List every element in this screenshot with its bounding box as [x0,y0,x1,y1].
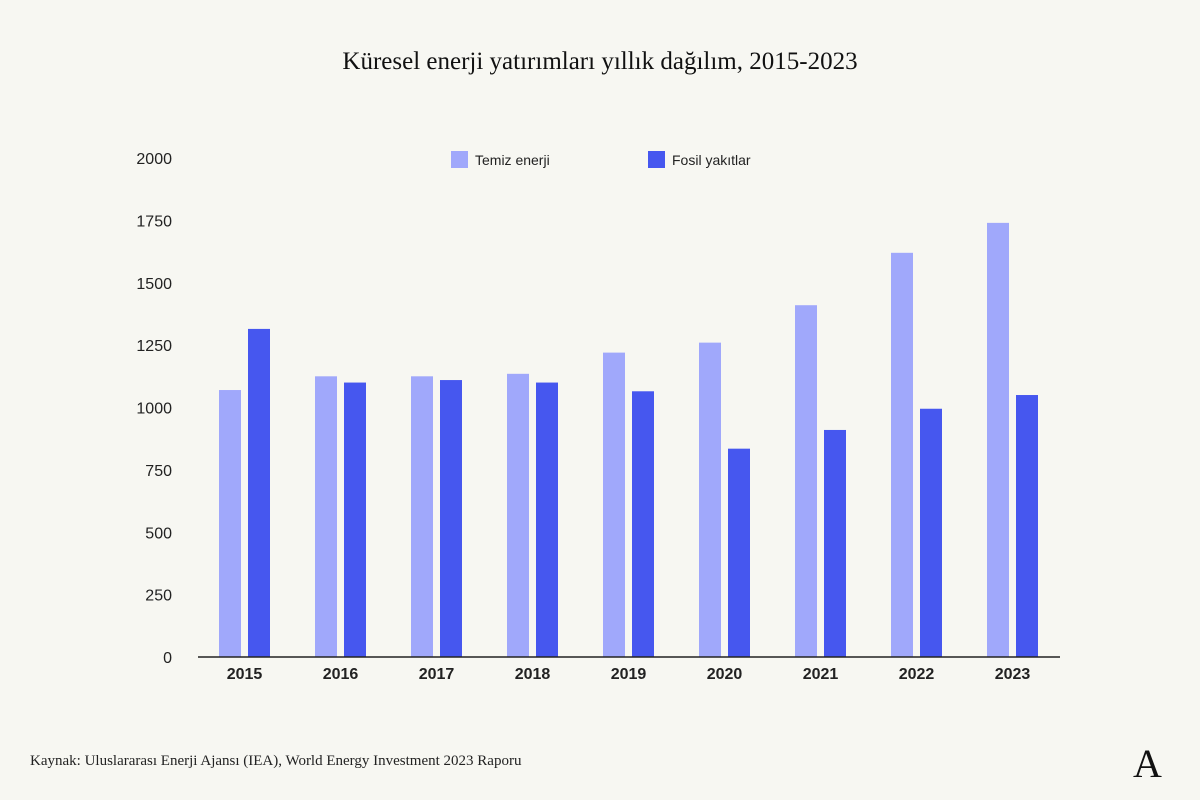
x-tick-label: 2016 [323,666,359,683]
x-tick-label: 2021 [803,666,839,683]
y-tick-label: 750 [145,463,172,480]
bar-clean-2023 [987,222,1009,657]
y-tick-label: 250 [145,588,172,605]
legend-label-fossil: Fosil yakıtlar [672,152,751,168]
bar-fossil-2017 [440,380,462,657]
x-tick-label: 2022 [899,666,935,683]
x-tick-label: 2018 [515,666,551,683]
brand-logo: A [1133,741,1162,786]
bar-clean-2018 [507,373,529,657]
source-note: Kaynak: Uluslararası Enerji Ajansı (IEA)… [30,753,522,769]
legend-label-clean: Temiz enerji [475,152,550,168]
bar-fossil-2022 [920,408,942,657]
bar-fossil-2021 [824,429,846,657]
legend: Temiz enerji Fosil yakıtlar [451,151,751,168]
chart-title: Küresel enerji yatırımları yıllık dağılı… [342,48,858,75]
bar-fossil-2020 [728,448,750,657]
bars [219,222,1038,657]
bar-fossil-2023 [1016,395,1038,657]
y-tick-label: 500 [145,525,172,542]
y-tick-label: 1250 [136,338,172,355]
x-tick-label: 2017 [419,666,455,683]
y-tick-label: 1000 [136,401,172,418]
y-axis-ticks: 0 250 500 750 1000 1250 1500 1750 2000 [136,151,172,667]
y-tick-label: 0 [163,650,172,667]
bar-clean-2021 [795,305,817,657]
x-tick-label: 2023 [995,666,1031,683]
y-tick-label: 2000 [136,151,172,168]
bar-clean-2019 [603,352,625,657]
bar-fossil-2018 [536,382,558,657]
x-tick-label: 2015 [227,666,263,683]
bar-clean-2020 [699,342,721,657]
legend-swatch-clean [451,151,468,168]
y-tick-label: 1750 [136,213,172,230]
x-axis-ticks: 2015 2016 2017 2018 2019 2020 2021 2022 2023 [227,666,1031,683]
bar-fossil-2015 [248,328,270,657]
legend-swatch-fossil [648,151,665,168]
x-tick-label: 2020 [707,666,743,683]
bar-clean-2016 [315,376,337,657]
bar-clean-2015 [219,390,241,657]
x-tick-label: 2019 [611,666,647,683]
bar-clean-2017 [411,376,433,657]
bar-fossil-2016 [344,382,366,657]
bar-clean-2022 [891,252,913,657]
y-tick-label: 1500 [136,276,172,293]
bar-fossil-2019 [632,391,654,657]
